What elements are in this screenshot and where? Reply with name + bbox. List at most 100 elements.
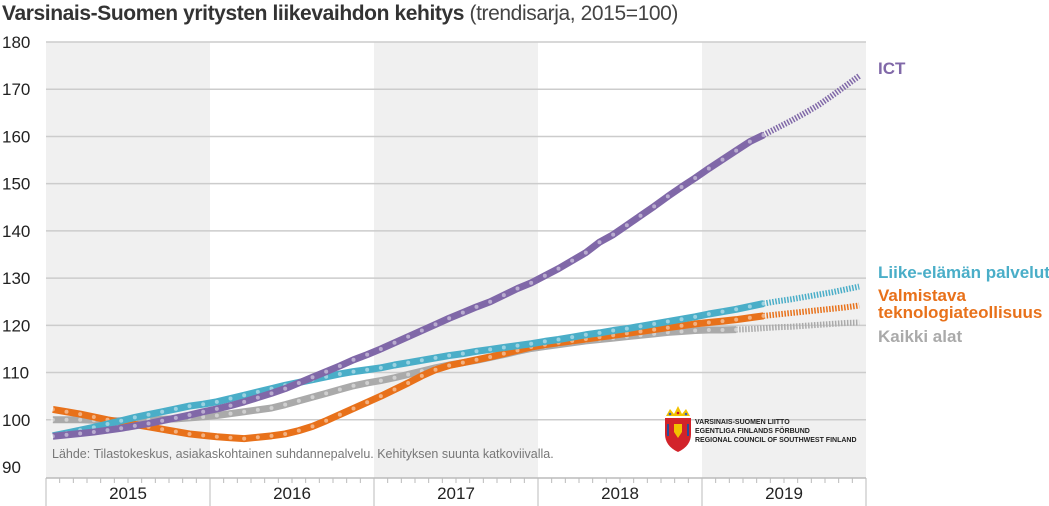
- year-band-2017: [374, 42, 538, 478]
- data-point: [406, 372, 411, 377]
- data-point: [255, 435, 260, 440]
- data-point: [734, 327, 739, 332]
- data-point: [706, 328, 711, 333]
- coat-of-arms-icon: [665, 406, 691, 452]
- data-point: [447, 363, 452, 368]
- data-point: [433, 355, 438, 360]
- legend: ICT Liike-elämän palvelut Valmistavateknol…: [878, 59, 1049, 346]
- data-point: [365, 400, 370, 405]
- data-point: [419, 358, 424, 363]
- data-point: [91, 425, 96, 430]
- data-point: [228, 396, 233, 401]
- data-point: [665, 330, 670, 335]
- data-point: [242, 399, 247, 404]
- data-point: [105, 428, 110, 433]
- data-point: [119, 418, 124, 423]
- data-point: [201, 433, 206, 438]
- data-point: [228, 403, 233, 408]
- y-tick-label: 110: [2, 364, 29, 383]
- data-point: [488, 354, 493, 359]
- y-tick-label: 150: [2, 175, 30, 194]
- series-line-solid: [52, 312, 764, 443]
- data-point: [228, 411, 233, 416]
- data-point: [474, 349, 479, 354]
- data-point: [132, 415, 137, 420]
- x-tick-label: 2016: [273, 484, 311, 503]
- data-point: [460, 351, 465, 356]
- data-point: [283, 431, 288, 436]
- data-point: [556, 337, 561, 342]
- data-point: [146, 421, 151, 426]
- data-point: [91, 414, 96, 419]
- data-point: [460, 310, 465, 315]
- data-point: [734, 317, 739, 322]
- org-name-sv: EGENTLIGA FINLANDS FÖRBUND: [695, 426, 810, 435]
- data-point: [761, 313, 766, 318]
- legend-label: ICT: [878, 59, 906, 78]
- data-point: [652, 321, 657, 326]
- data-point: [597, 240, 602, 245]
- source-note: Lähde: Tilastokeskus, asiakaskohtainen s…: [52, 447, 554, 461]
- data-point: [214, 406, 219, 411]
- data-point: [747, 139, 752, 144]
- data-point: [324, 418, 329, 423]
- data-point: [187, 404, 192, 409]
- legend-label: teknologiateollisuus: [878, 303, 1042, 322]
- data-point: [78, 431, 83, 436]
- legend-label: Kaikki alat: [878, 327, 962, 346]
- x-tick-label: 2015: [109, 484, 147, 503]
- data-point: [460, 360, 465, 365]
- data-point: [78, 412, 83, 417]
- year-band-2019: [702, 42, 866, 478]
- data-point: [761, 133, 766, 138]
- data-point: [324, 391, 329, 396]
- data-point: [679, 323, 684, 328]
- data-point: [337, 412, 342, 417]
- data-point: [652, 204, 657, 209]
- data-point: [583, 250, 588, 255]
- data-point: [693, 321, 698, 326]
- data-point: [542, 273, 547, 278]
- data-point: [761, 301, 766, 306]
- data-point: [406, 360, 411, 365]
- data-point: [365, 380, 370, 385]
- y-tick-label: 120: [2, 316, 30, 335]
- y-tick-label: 170: [2, 80, 30, 99]
- data-point: [283, 386, 288, 391]
- data-point: [50, 407, 55, 412]
- data-point: [296, 428, 301, 433]
- series-line-trend: [736, 319, 860, 333]
- data-point: [419, 373, 424, 378]
- organization-logo: VARSINAIS-SUOMEN LIITTO EGENTLIGA FINLAN…: [665, 406, 857, 452]
- data-point: [706, 320, 711, 325]
- data-point: [378, 394, 383, 399]
- data-point: [214, 434, 219, 439]
- data-point: [706, 166, 711, 171]
- data-point: [734, 148, 739, 153]
- data-point: [337, 387, 342, 392]
- data-point: [406, 380, 411, 385]
- data-point: [597, 330, 602, 335]
- data-point: [269, 391, 274, 396]
- data-point: [734, 307, 739, 312]
- data-point: [310, 424, 315, 429]
- data-point: [720, 157, 725, 162]
- data-point: [310, 375, 315, 380]
- data-point: [611, 328, 616, 333]
- data-point: [132, 423, 137, 428]
- data-point: [78, 417, 83, 422]
- data-point: [693, 176, 698, 180]
- series-ict: [50, 73, 861, 440]
- data-point: [324, 369, 329, 374]
- data-point: [624, 223, 629, 228]
- data-point: [310, 395, 315, 400]
- data-point: [665, 325, 670, 330]
- data-point: [652, 327, 657, 332]
- y-axis-ticks: 90 100 110 120 130 140 150 160 170 180: [2, 33, 30, 477]
- data-point: [255, 389, 260, 394]
- data-point: [392, 375, 397, 380]
- data-point: [228, 435, 233, 440]
- data-point: [365, 352, 370, 357]
- data-point: [570, 258, 575, 263]
